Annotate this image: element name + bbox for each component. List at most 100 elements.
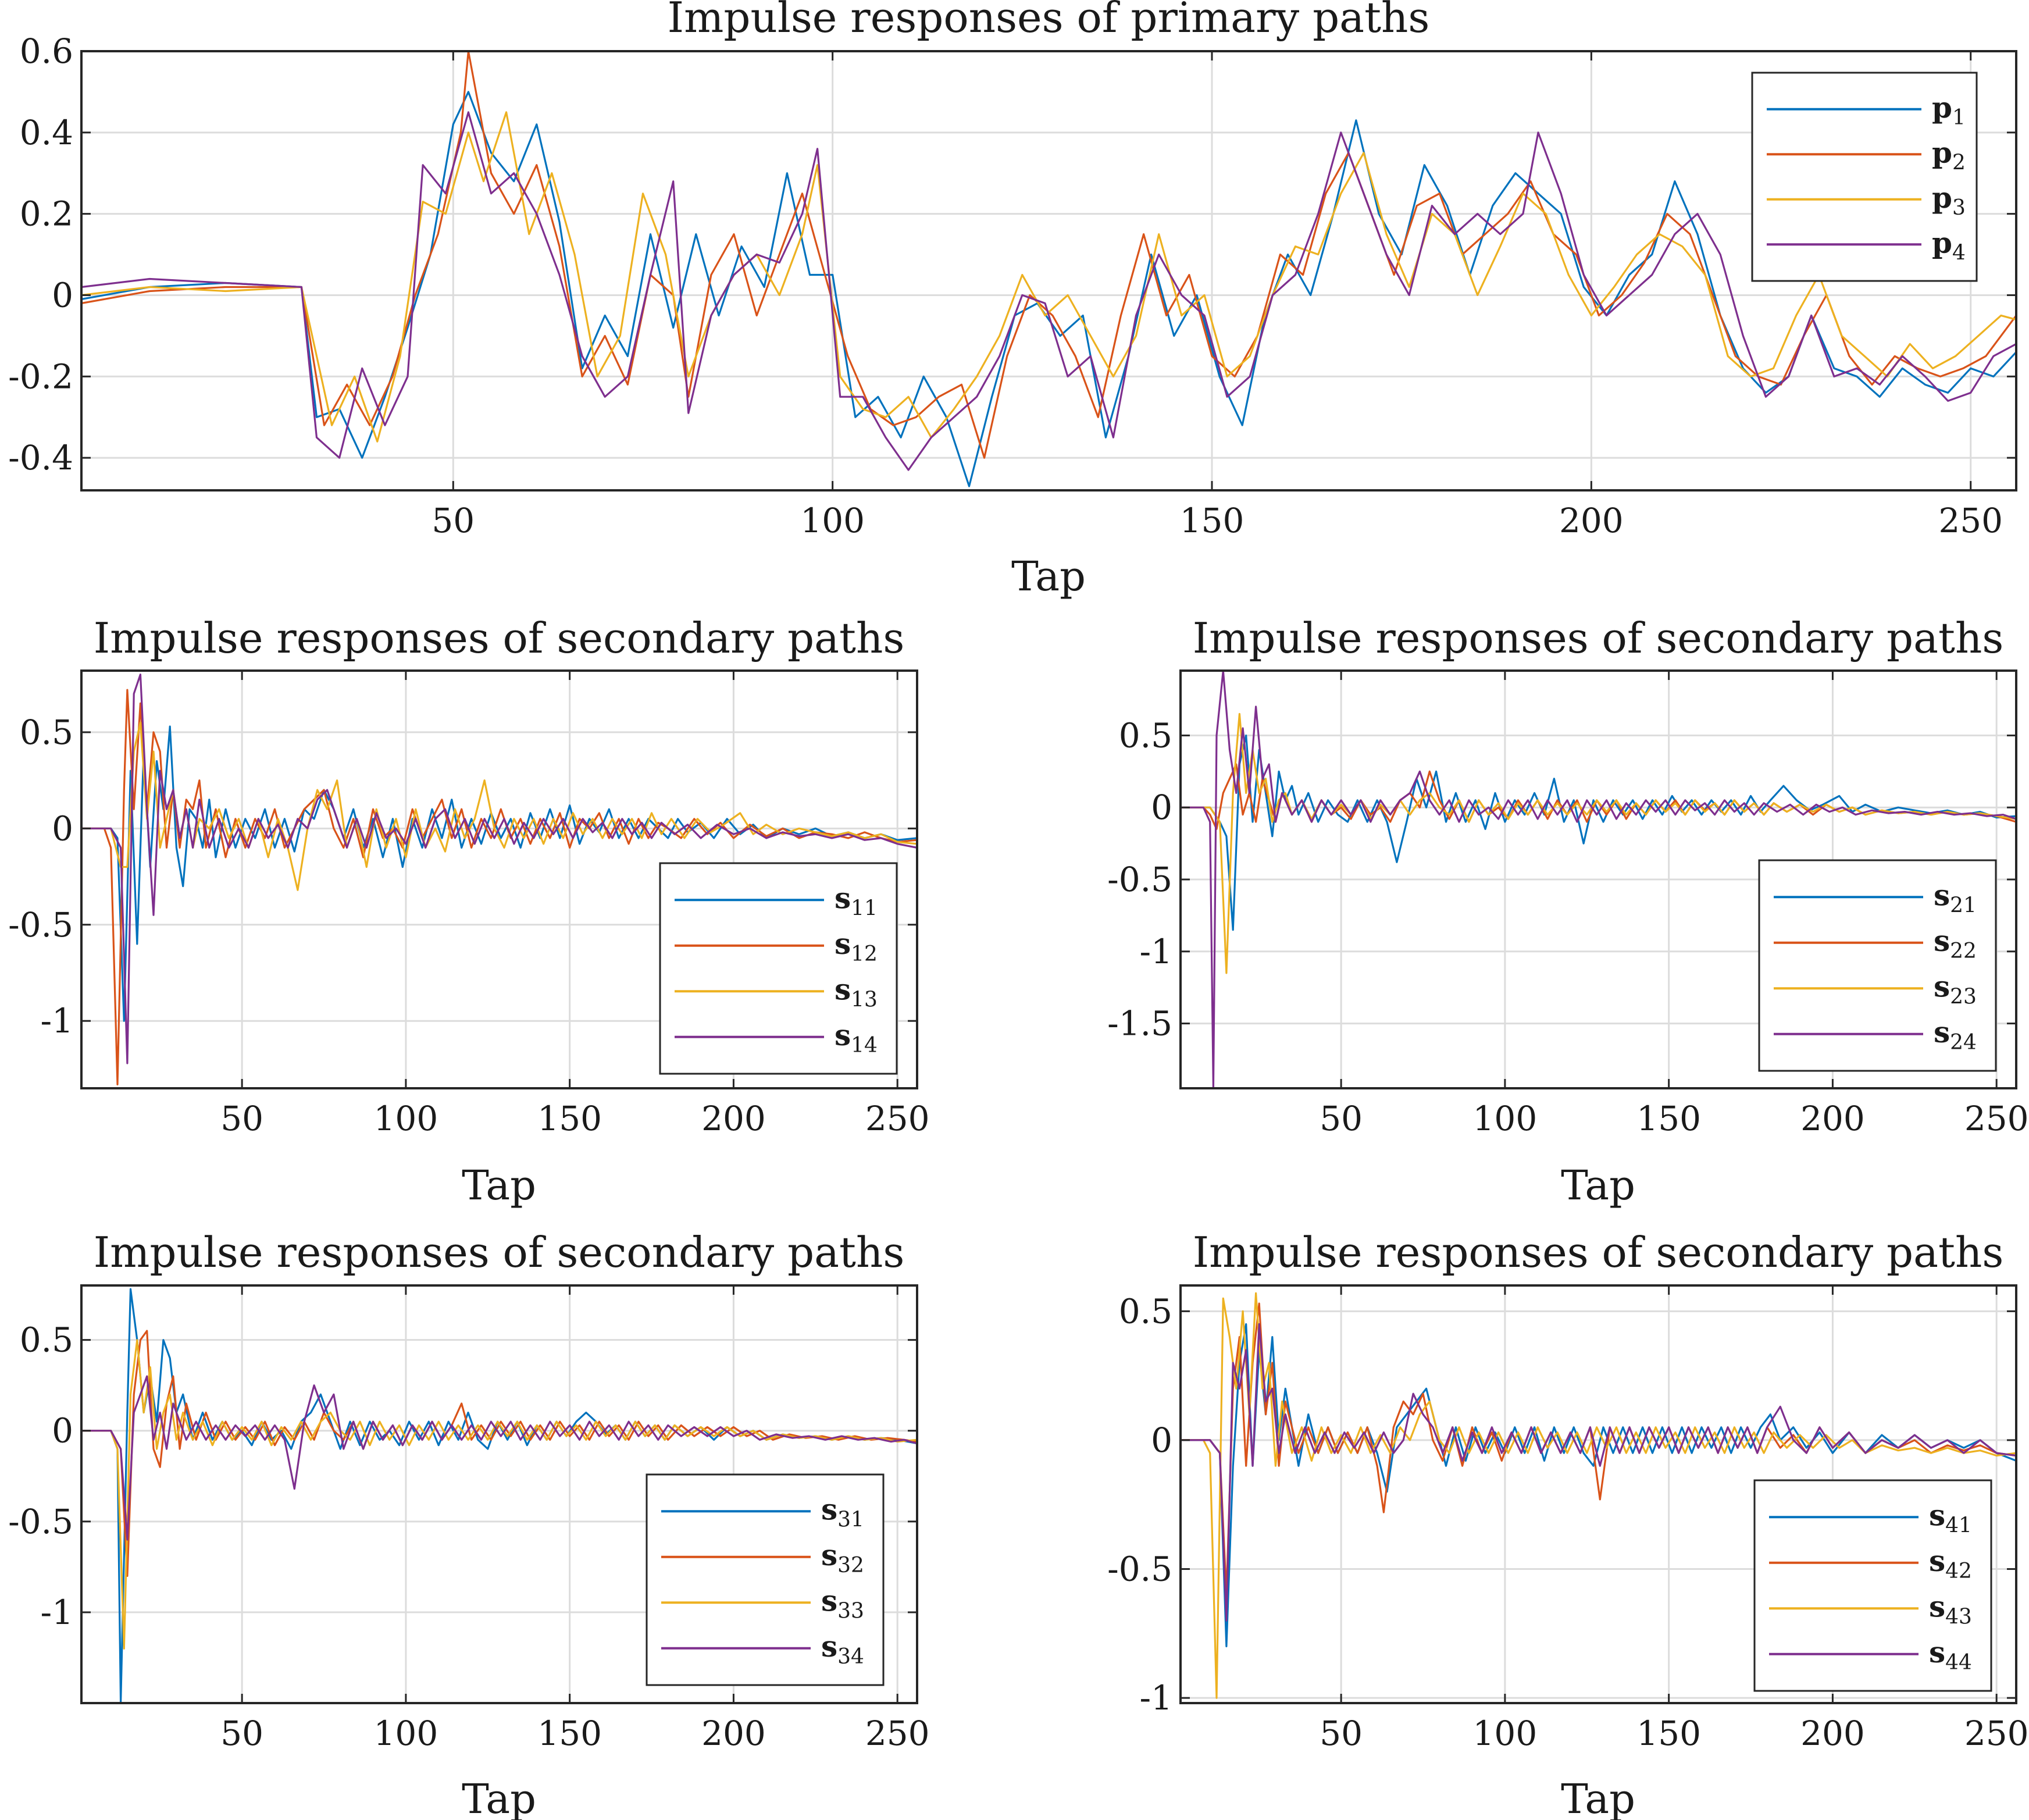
y-tick-label: -1 bbox=[41, 1001, 74, 1041]
x-axis-label: Tap bbox=[1561, 1775, 1635, 1820]
primary-paths-chart: Impulse responses of primary paths Tap 5… bbox=[8, 0, 2017, 600]
axes-frame bbox=[80, 50, 2017, 491]
series-group bbox=[1181, 1292, 2016, 1699]
y-tick-label: -1 bbox=[1140, 932, 1173, 971]
legend: s11 s12 s13 s14 bbox=[659, 862, 898, 1075]
chart-title: Impulse responses of secondary paths bbox=[1193, 1228, 2004, 1277]
legend: s41 s42 s43 s44 bbox=[1753, 1479, 1992, 1692]
legend-label-s14: s14 bbox=[835, 1018, 878, 1057]
series-line-p4 bbox=[81, 111, 2016, 471]
x-tick-label: 50 bbox=[1320, 1099, 1363, 1138]
y-tick-label: 0.5 bbox=[20, 713, 73, 752]
legend-label-s34: s34 bbox=[821, 1629, 864, 1669]
legend-label-p4: p4 bbox=[1932, 225, 1966, 265]
x-axis-label: Tap bbox=[1011, 553, 1086, 600]
y-tick-label: 0 bbox=[52, 275, 73, 315]
x-tick-label: 50 bbox=[220, 1714, 263, 1753]
x-tick-label: 100 bbox=[1473, 1099, 1538, 1138]
y-tick-label: 0 bbox=[1151, 1420, 1172, 1460]
x-tick-label: 50 bbox=[1320, 1714, 1363, 1753]
legend-label-p1: p1 bbox=[1932, 90, 1966, 130]
x-tick-label: 250 bbox=[1964, 1099, 2029, 1138]
legend-label-s43: s43 bbox=[1929, 1589, 1972, 1629]
y-tick-label: 0.4 bbox=[20, 113, 73, 152]
series-group bbox=[1181, 671, 2016, 1088]
y-tick-label: -0.5 bbox=[1107, 860, 1172, 899]
x-tick-label: 200 bbox=[1559, 501, 1624, 540]
legend-label-s23: s23 bbox=[1934, 969, 1977, 1009]
secondary-paths-chart-3: Impulse responses of secondary paths Tap… bbox=[8, 1228, 929, 1820]
x-tick-label: 50 bbox=[220, 1099, 263, 1138]
axes-frame bbox=[1179, 1284, 2017, 1704]
series-line-s24 bbox=[1181, 671, 2016, 1088]
legend: p1 p2 p3 p4 bbox=[1751, 72, 1978, 282]
legend-box bbox=[1758, 859, 1997, 1072]
legend-box bbox=[646, 1473, 885, 1686]
x-tick-label: 150 bbox=[1636, 1714, 1701, 1753]
chart-title: Impulse responses of primary paths bbox=[668, 0, 1430, 42]
y-tick-label: -0.5 bbox=[8, 1502, 73, 1541]
y-tick-label: 0 bbox=[1151, 788, 1172, 827]
y-tick-label: 0.5 bbox=[20, 1320, 73, 1360]
series-line-s34 bbox=[81, 1375, 917, 1541]
y-tick-label: 0.5 bbox=[1119, 715, 1172, 755]
legend-label-s11: s11 bbox=[835, 881, 878, 920]
series-group bbox=[81, 51, 2016, 487]
y-tick-label: -1 bbox=[1140, 1678, 1173, 1718]
secondary-paths-chart-2: Impulse responses of secondary paths Tap… bbox=[1107, 614, 2028, 1209]
chart-title: Impulse responses of secondary paths bbox=[94, 614, 905, 663]
x-tick-label: 200 bbox=[1800, 1099, 1865, 1138]
x-tick-label: 150 bbox=[537, 1714, 602, 1753]
legend-label-s32: s32 bbox=[821, 1538, 864, 1577]
legend-label-s31: s31 bbox=[821, 1492, 864, 1531]
legend: s31 s32 s33 s34 bbox=[646, 1473, 885, 1686]
chart-title: Impulse responses of secondary paths bbox=[94, 1228, 905, 1277]
series-line-s14 bbox=[81, 674, 917, 1064]
legend-label-s44: s44 bbox=[1929, 1635, 1972, 1675]
legend-label-s12: s12 bbox=[835, 927, 878, 966]
secondary-paths-chart-1: Impulse responses of secondary paths Tap… bbox=[8, 614, 929, 1209]
y-tick-label: -1 bbox=[41, 1593, 74, 1632]
y-tick-label: 0.6 bbox=[20, 31, 73, 71]
x-tick-label: 150 bbox=[537, 1099, 602, 1138]
x-tick-label: 250 bbox=[1938, 501, 2003, 540]
y-tick-label: 0.5 bbox=[1119, 1291, 1172, 1331]
legend-label-s33: s33 bbox=[821, 1583, 864, 1623]
x-tick-label: 150 bbox=[1636, 1099, 1701, 1138]
x-tick-label: 200 bbox=[701, 1099, 766, 1138]
x-tick-label: 100 bbox=[374, 1099, 438, 1138]
axes-frame bbox=[80, 1284, 918, 1704]
legend-box bbox=[1751, 72, 1978, 282]
axes-frame bbox=[80, 669, 918, 1089]
y-tick-label: -0.5 bbox=[8, 905, 73, 945]
legend-label-s41: s41 bbox=[1929, 1498, 1972, 1537]
legend-label-s21: s21 bbox=[1934, 878, 1977, 917]
x-tick-label: 100 bbox=[1473, 1714, 1538, 1753]
legend: s21 s22 s23 s24 bbox=[1758, 859, 1997, 1072]
chart-title: Impulse responses of secondary paths bbox=[1193, 614, 2004, 663]
legend-box bbox=[1753, 1479, 1992, 1692]
x-tick-label: 250 bbox=[865, 1099, 930, 1138]
series-line-s33 bbox=[81, 1339, 917, 1650]
x-tick-label: 250 bbox=[1964, 1714, 2029, 1753]
legend-label-s24: s24 bbox=[1934, 1015, 1977, 1055]
legend-label-p2: p2 bbox=[1932, 135, 1966, 174]
x-tick-label: 50 bbox=[432, 501, 475, 540]
series-line-s31 bbox=[81, 1288, 917, 1703]
series-line-s44 bbox=[1181, 1323, 2016, 1622]
y-tick-label: 0 bbox=[52, 809, 73, 848]
y-tick-label: -1.5 bbox=[1107, 1004, 1172, 1043]
x-axis-label: Tap bbox=[1561, 1162, 1635, 1209]
x-tick-label: 250 bbox=[865, 1714, 930, 1753]
y-tick-label: -0.4 bbox=[8, 438, 73, 478]
x-tick-label: 200 bbox=[1800, 1714, 1865, 1753]
legend-box bbox=[659, 862, 898, 1075]
y-tick-label: 0.2 bbox=[20, 194, 73, 234]
x-tick-label: 150 bbox=[1180, 501, 1244, 540]
legend-label-s42: s42 bbox=[1929, 1544, 1972, 1583]
y-tick-label: -0.2 bbox=[8, 357, 73, 396]
series-group bbox=[81, 1288, 917, 1703]
series-line-p3 bbox=[81, 111, 2016, 443]
x-tick-label: 100 bbox=[800, 501, 865, 540]
